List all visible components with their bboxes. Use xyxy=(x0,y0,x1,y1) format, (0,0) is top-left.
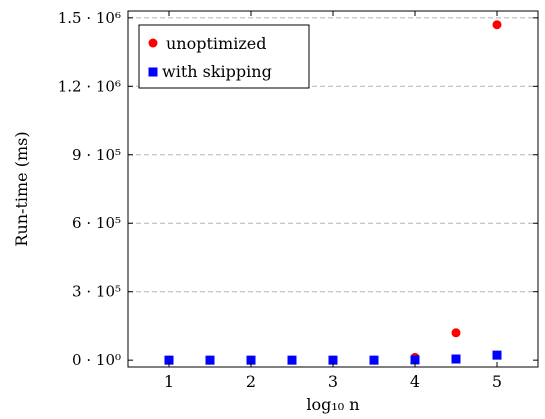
legend-box xyxy=(138,24,310,89)
point-with-skipping xyxy=(369,355,379,365)
point-with-skipping xyxy=(451,354,461,364)
point-with-skipping xyxy=(205,355,215,365)
legend-marker-unoptimized xyxy=(148,38,158,48)
point-with-skipping xyxy=(164,355,174,365)
x-tick-label: 5 xyxy=(492,372,502,391)
point-with-skipping xyxy=(492,350,502,360)
y-tick-label: 6 · 10⁵ xyxy=(72,214,121,232)
point-unoptimized xyxy=(451,328,461,338)
y-tick-label: 1.2 · 10⁶ xyxy=(58,77,121,95)
x-tick-label: 4 xyxy=(410,372,420,391)
point-with-skipping xyxy=(410,355,420,365)
x-tick-label: 3 xyxy=(328,372,338,391)
x-tick-label: 1 xyxy=(164,372,174,391)
y-tick-label: 0 · 10⁰ xyxy=(72,351,121,369)
y-axis-label: Run-time (ms) xyxy=(12,131,31,246)
y-tick-label: 1.5 · 10⁶ xyxy=(58,9,121,27)
legend-marker-with-skipping xyxy=(148,67,158,77)
legend: unoptimized with skipping xyxy=(138,24,310,89)
axis-ticks: 0 · 10⁰ 3 · 10⁵ 6 · 10⁵ 9 · 10⁵ 1.2 · 10⁶ 1.5… xyxy=(58,9,538,391)
x-axis-label: log₁₀ n xyxy=(306,395,359,414)
point-with-skipping xyxy=(246,355,256,365)
point-with-skipping xyxy=(328,355,338,365)
point-unoptimized xyxy=(492,20,502,30)
legend-label-unoptimized: unoptimized xyxy=(166,34,266,53)
point-with-skipping xyxy=(287,355,297,365)
x-tick-label: 2 xyxy=(246,372,256,391)
data-marks xyxy=(164,20,502,365)
legend-label-with-skipping: with skipping xyxy=(162,62,272,81)
y-tick-label: 9 · 10⁵ xyxy=(72,146,121,164)
y-tick-label: 3 · 10⁵ xyxy=(72,283,121,301)
